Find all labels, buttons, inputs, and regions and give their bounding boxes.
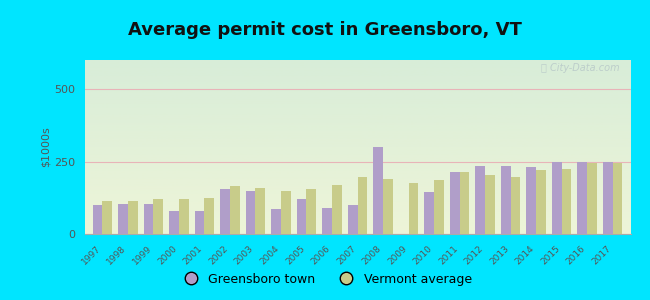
Bar <box>179 199 188 234</box>
Bar <box>577 161 587 234</box>
Bar <box>230 186 240 234</box>
Bar <box>511 177 520 234</box>
Bar <box>128 201 138 234</box>
Bar <box>409 183 418 234</box>
Bar <box>526 167 536 234</box>
Bar <box>306 189 316 234</box>
Bar <box>322 208 332 234</box>
Bar <box>246 190 255 234</box>
Bar <box>93 205 102 234</box>
Bar <box>271 209 281 234</box>
Bar <box>434 180 444 234</box>
Bar <box>603 161 613 234</box>
Bar <box>169 211 179 234</box>
Bar <box>220 189 230 234</box>
Legend: Greensboro town, Vermont average: Greensboro town, Vermont average <box>173 268 477 291</box>
Bar <box>332 185 342 234</box>
Text: ⓘ City-Data.com: ⓘ City-Data.com <box>541 64 619 74</box>
Bar <box>102 201 112 234</box>
Bar <box>204 198 214 234</box>
Bar <box>501 166 511 234</box>
Bar <box>562 169 571 234</box>
Bar <box>587 163 597 234</box>
Bar <box>383 179 393 234</box>
Bar <box>485 175 495 234</box>
Bar <box>450 172 460 234</box>
Bar <box>297 199 306 234</box>
Bar <box>153 199 163 234</box>
Bar <box>460 172 469 234</box>
Bar <box>424 192 434 234</box>
Bar <box>348 205 358 234</box>
Bar <box>281 190 291 234</box>
Bar <box>195 211 204 234</box>
Bar <box>373 147 383 234</box>
Bar <box>552 161 562 234</box>
Y-axis label: $1000s: $1000s <box>41 127 51 167</box>
Bar <box>118 203 128 234</box>
Text: Average permit cost in Greensboro, VT: Average permit cost in Greensboro, VT <box>128 21 522 39</box>
Bar <box>536 170 546 234</box>
Bar <box>144 203 153 234</box>
Bar <box>358 177 367 234</box>
Bar <box>613 163 622 234</box>
Bar <box>475 166 485 234</box>
Bar <box>255 188 265 234</box>
